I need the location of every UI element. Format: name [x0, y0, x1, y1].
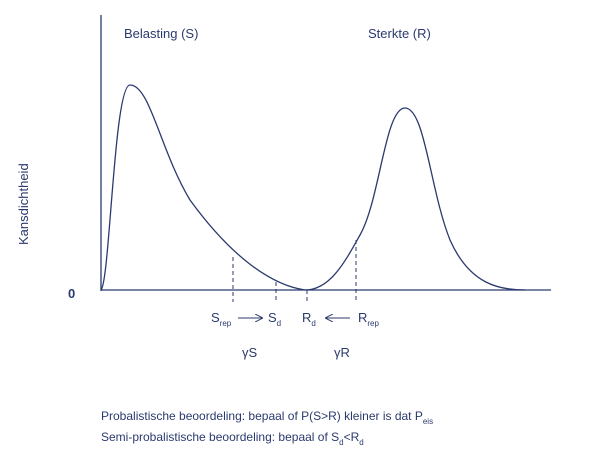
strength-curve	[304, 107, 526, 291]
base: S	[268, 310, 277, 325]
base: S	[211, 310, 220, 325]
strength-label: Sterkte (R)	[368, 26, 431, 41]
caption-line: Semi-probalistische beoordeling: bepaal …	[101, 430, 364, 447]
load-label: Belasting (S)	[124, 26, 198, 41]
s-d-label: Sd	[268, 310, 281, 328]
base: R	[302, 310, 311, 325]
text: Semi-probalistische beoordeling: bepaal …	[101, 430, 339, 444]
caption-line: Probalistische beoordeling: bepaal of P(…	[101, 409, 433, 426]
text: <R	[344, 430, 360, 444]
subscript: rep	[367, 319, 379, 328]
subscript: d	[359, 438, 363, 447]
load-curve	[100, 84, 306, 291]
base: R	[358, 310, 367, 325]
subscript: eis	[423, 417, 433, 426]
r-rep-label: Rrep	[358, 310, 380, 328]
subscript: rep	[220, 319, 232, 328]
subscript: d	[311, 319, 315, 328]
subscript: d	[277, 319, 281, 328]
text: Probalistische beoordeling: bepaal of P(…	[101, 409, 423, 423]
s-rep-label: Srep	[211, 310, 232, 328]
gamma-s-label: γS	[242, 345, 258, 360]
origin-label: 0	[68, 286, 75, 301]
y-axis-label: Kansdichtheid	[16, 163, 31, 245]
subscript: d	[339, 438, 343, 447]
r-d-label: Rd	[302, 310, 316, 328]
gamma-r-label: γR	[334, 345, 350, 360]
